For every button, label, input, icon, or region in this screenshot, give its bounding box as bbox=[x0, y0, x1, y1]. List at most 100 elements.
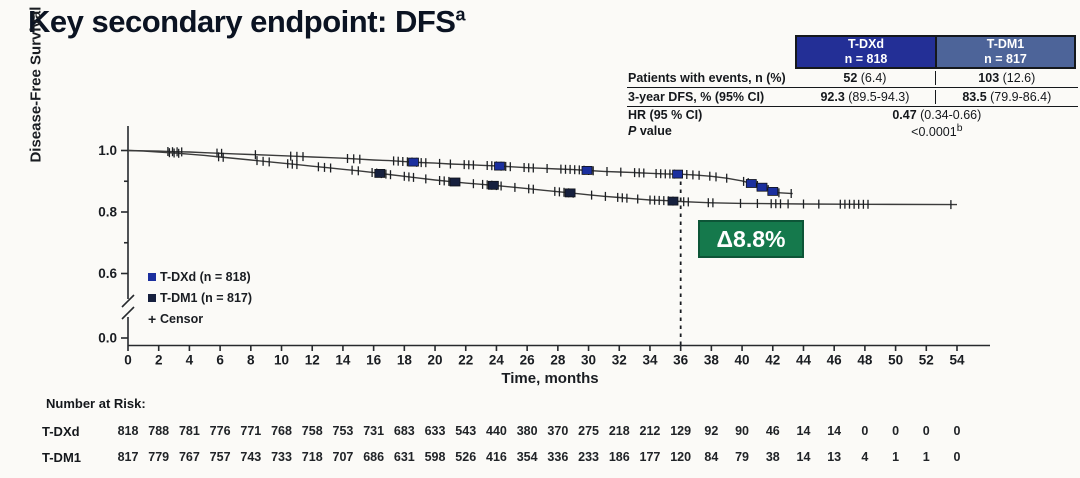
risk-row-label-tdm1: T-DM1 bbox=[42, 450, 81, 465]
hr-value: 0.47 (0.34-0.66) bbox=[796, 108, 1078, 122]
risk-value: 758 bbox=[301, 424, 323, 438]
x-tick-label: 8 bbox=[247, 353, 255, 368]
x-tick-label: 26 bbox=[520, 353, 536, 368]
km-curve-t-dm1 bbox=[127, 148, 958, 210]
risk-value: 718 bbox=[301, 450, 323, 464]
event-square-marker bbox=[745, 179, 757, 188]
risk-value: 543 bbox=[455, 424, 477, 438]
risk-value: 743 bbox=[240, 450, 262, 464]
column-header-tdxd-name: T-DXd bbox=[847, 37, 885, 51]
risk-value: 14 bbox=[796, 424, 811, 438]
x-tick-label: 38 bbox=[704, 353, 720, 368]
x-tick-label: 24 bbox=[489, 353, 505, 368]
risk-value: 218 bbox=[608, 424, 630, 438]
column-header-tdxd: T-DXd n = 818 bbox=[795, 35, 937, 69]
x-tick-label: 36 bbox=[673, 353, 689, 368]
event-square-marker bbox=[667, 196, 679, 206]
y-tick-label: 0.0 bbox=[98, 331, 117, 346]
x-tick-label: 20 bbox=[428, 353, 443, 368]
risk-value: 526 bbox=[455, 450, 477, 464]
legend-label-tdxd: T-DXd (n = 818) bbox=[160, 269, 251, 284]
hr-rest: (0.34-0.66) bbox=[916, 108, 982, 122]
risk-value: 354 bbox=[516, 450, 538, 464]
legend-label-tdm1: T-DM1 (n = 817) bbox=[160, 290, 253, 305]
risk-value: 13 bbox=[827, 450, 842, 464]
events-tdxd-rest: (6.4) bbox=[857, 71, 887, 85]
x-tick-label: 28 bbox=[550, 353, 566, 368]
y-tick-label: 0.6 bbox=[98, 266, 117, 281]
page-title-superscript: a bbox=[455, 4, 465, 25]
column-header-tdm1: T-DM1 n = 817 bbox=[937, 35, 1076, 69]
risk-value: 1 bbox=[892, 450, 900, 464]
risk-value: 818 bbox=[117, 424, 139, 438]
column-header-tdm1-n: n = 817 bbox=[984, 52, 1027, 66]
y-axis: 1.0 0.8 0.6 0.0 bbox=[98, 126, 135, 346]
risk-value: 0 bbox=[892, 424, 900, 438]
column-header-tdm1-name: T-DM1 bbox=[986, 37, 1025, 51]
table-row-hr: HR (95 % CI) 0.47 (0.34-0.66) bbox=[627, 107, 1078, 123]
row-label-dfs: 3-year DFS, % (95% CI) bbox=[628, 90, 765, 104]
page-title-text: Key secondary endpoint: DFS bbox=[28, 4, 456, 39]
row-label-hr: HR (95 % CI) bbox=[628, 108, 703, 122]
x-tick-label: 42 bbox=[765, 353, 780, 368]
x-tick-label: 46 bbox=[827, 353, 843, 368]
number-at-risk-title: Number at Risk: bbox=[46, 396, 146, 411]
event-square-marker bbox=[487, 180, 499, 190]
events-tdm1-value: 103 (12.6) bbox=[934, 71, 1078, 85]
legend-item-tdm1: T-DM1 (n = 817) bbox=[148, 287, 252, 308]
dfs-tdxd-value: 92.3 (89.5-94.3) bbox=[795, 90, 934, 104]
x-tick-label: 30 bbox=[581, 353, 596, 368]
risk-value: 707 bbox=[332, 450, 354, 464]
risk-value: 817 bbox=[117, 450, 139, 464]
risk-value: 0 bbox=[953, 424, 961, 438]
km-curve-t-dxd bbox=[127, 147, 793, 198]
dfs-tdm1-bold: 83.5 bbox=[962, 90, 987, 104]
events-tdm1-bold: 103 bbox=[978, 71, 1000, 85]
event-square-marker bbox=[449, 177, 461, 187]
risk-value: 776 bbox=[209, 424, 231, 438]
event-square-marker bbox=[374, 168, 386, 178]
x-tick-label: 32 bbox=[612, 353, 627, 368]
events-tdxd-bold: 52 bbox=[843, 71, 858, 85]
risk-value: 275 bbox=[578, 424, 599, 438]
risk-value: 90 bbox=[735, 424, 750, 438]
risk-value: 768 bbox=[271, 424, 292, 438]
row-label-events: Patients with events, n (%) bbox=[628, 71, 786, 85]
risk-value: 686 bbox=[363, 450, 385, 464]
x-tick-label: 22 bbox=[458, 353, 473, 368]
events-tdm1-rest: (12.6) bbox=[999, 71, 1036, 85]
summary-table-header-row: T-DXd n = 818 T-DM1 n = 817 bbox=[627, 35, 1078, 69]
x-tick-label: 12 bbox=[305, 353, 320, 368]
event-square-marker bbox=[672, 169, 683, 179]
risk-value: 633 bbox=[424, 424, 446, 438]
x-tick-label: 16 bbox=[366, 353, 382, 368]
event-square-marker bbox=[564, 188, 576, 198]
x-tick-label: 2 bbox=[155, 353, 163, 368]
risk-value: 440 bbox=[486, 424, 507, 438]
risk-value: 380 bbox=[516, 424, 538, 438]
x-axis: 0 2 4 6 8 10 12 14 16 18 20 22 24 26 28 30 32 34 36 38 40 42 4… bbox=[124, 344, 990, 368]
table-row-events: Patients with events, n (%) 52 (6.4) 103… bbox=[627, 69, 1078, 88]
dfs-tdxd-bold: 92.3 bbox=[820, 90, 845, 104]
risk-value: 336 bbox=[547, 450, 569, 464]
risk-value: 46 bbox=[765, 424, 780, 438]
x-tick-label: 4 bbox=[186, 353, 194, 368]
x-axis-label: Time, months bbox=[501, 370, 599, 387]
hr-bold: 0.47 bbox=[892, 108, 917, 122]
risk-value: 84 bbox=[704, 450, 719, 464]
risk-value: 79 bbox=[735, 450, 750, 464]
x-tick-label: 14 bbox=[335, 353, 351, 368]
legend: T-DXd (n = 818) T-DM1 (n = 817) + Censor bbox=[148, 266, 252, 329]
x-tick-label: 48 bbox=[857, 353, 873, 368]
dfs-tdm1-rest: (79.9-86.4) bbox=[986, 90, 1052, 104]
risk-value: 733 bbox=[271, 450, 292, 464]
risk-value: 1 bbox=[922, 450, 930, 464]
risk-value: 788 bbox=[148, 424, 170, 438]
pvalue-italic-p: P bbox=[628, 124, 637, 138]
risk-value: 0 bbox=[953, 450, 961, 464]
risk-value: 631 bbox=[393, 450, 415, 464]
dfs-tdm1-value: 83.5 (79.9-86.4) bbox=[934, 90, 1078, 104]
censor-plus-icon: + bbox=[148, 310, 157, 327]
risk-values-tdxd: 818 788 781 776 771 768 758 753 731 683 633 543 440 3… bbox=[0, 424, 1080, 440]
